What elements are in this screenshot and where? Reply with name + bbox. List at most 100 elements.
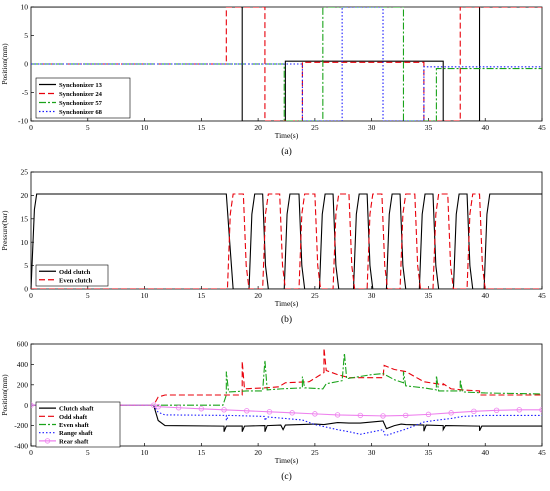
series-marker bbox=[31, 402, 34, 408]
y-tick-label: -5 bbox=[22, 88, 28, 97]
x-tick-label: 40 bbox=[481, 291, 489, 300]
x-tick-label: 20 bbox=[254, 291, 262, 300]
series-marker bbox=[539, 407, 542, 413]
y-tick-label: 0 bbox=[24, 285, 28, 294]
legend-label: Range shaft bbox=[59, 430, 93, 437]
x-tick-label: 35 bbox=[425, 448, 433, 457]
legend-marker bbox=[44, 438, 51, 444]
x-tick-label: 45 bbox=[538, 123, 546, 132]
x-tick-label: 20 bbox=[254, 123, 262, 132]
series-marker bbox=[266, 409, 273, 415]
series-marker bbox=[334, 412, 341, 418]
y-tick-label: 25 bbox=[21, 168, 29, 177]
y-tick-label: -10 bbox=[18, 117, 28, 126]
legend-label: Odd clutch bbox=[59, 269, 91, 276]
series-line-rear-shaft bbox=[31, 404, 542, 417]
legend-label: Even shaft bbox=[59, 422, 90, 429]
x-tick-label: 5 bbox=[86, 291, 90, 300]
x-tick-label: 40 bbox=[481, 123, 489, 132]
series-line-synchonizer-57 bbox=[31, 7, 542, 121]
y-tick-label: 0 bbox=[24, 401, 28, 410]
series-marker bbox=[357, 412, 364, 419]
y-tick-label: 0 bbox=[24, 60, 28, 69]
x-tick-label: 25 bbox=[311, 123, 319, 132]
series-marker bbox=[380, 413, 386, 419]
x-tick-label: 35 bbox=[425, 291, 433, 300]
legend-label: Synchonizer 24 bbox=[59, 91, 103, 98]
legend: Synchonizer 13 Synchonizer 24 Synchonizer … bbox=[35, 77, 131, 119]
series-marker bbox=[221, 407, 227, 413]
panel-label: (c) bbox=[281, 471, 292, 482]
x-tick-label: 10 bbox=[141, 448, 149, 457]
y-tick-label: -400 bbox=[14, 442, 28, 451]
series-marker bbox=[244, 408, 250, 414]
x-tick-label: 5 bbox=[86, 448, 90, 457]
legend-box bbox=[35, 77, 131, 119]
legend-label: Odd shaft bbox=[59, 414, 88, 421]
x-tick-label: 15 bbox=[198, 291, 206, 300]
series-line-synchonizer-68 bbox=[31, 7, 542, 121]
x-tick-label: 45 bbox=[538, 291, 546, 300]
x-tick-label: 0 bbox=[29, 448, 33, 457]
series-marker bbox=[312, 411, 318, 417]
legend-label: Clutch shaft bbox=[59, 406, 94, 413]
legend-label: Even clutch bbox=[59, 277, 92, 284]
series-group bbox=[31, 348, 542, 437]
series-line-even-clutch bbox=[31, 193, 542, 289]
x-tick-label: 30 bbox=[368, 448, 376, 457]
x-tick-label: 30 bbox=[368, 291, 376, 300]
series-marker bbox=[403, 412, 409, 419]
x-tick-label: 15 bbox=[198, 123, 206, 132]
x-tick-label: 35 bbox=[425, 123, 433, 132]
y-tick-label: 5 bbox=[24, 31, 28, 40]
y-tick-label: -200 bbox=[14, 421, 28, 430]
x-tick-label: 0 bbox=[29, 123, 33, 132]
series-marker bbox=[198, 406, 205, 412]
x-tick-label: 10 bbox=[141, 123, 149, 132]
y-tick-label: 400 bbox=[17, 360, 29, 369]
x-axis-label: Time(s) bbox=[275, 131, 299, 140]
legend-label: Synchonizer 68 bbox=[59, 109, 103, 116]
legend-label: Synchonizer 57 bbox=[59, 100, 103, 107]
series-marker bbox=[493, 407, 500, 413]
x-tick-label: 0 bbox=[29, 291, 33, 300]
legend-label: Synchonizer 13 bbox=[59, 82, 103, 89]
y-tick-label: 600 bbox=[17, 340, 29, 349]
y-tick-label: 200 bbox=[17, 380, 29, 389]
series-marker bbox=[425, 411, 432, 418]
plot-frame bbox=[30, 343, 543, 447]
panel-label: (b) bbox=[281, 314, 292, 325]
x-tick-label: 45 bbox=[538, 448, 546, 457]
x-tick-label: 10 bbox=[141, 291, 149, 300]
series-marker bbox=[448, 410, 454, 416]
y-axis-label: Pressure(bar) bbox=[0, 210, 9, 250]
x-tick-label: 15 bbox=[198, 448, 206, 457]
series-line-even-shaft bbox=[31, 353, 542, 406]
legend-label: Rear shaft bbox=[59, 438, 89, 445]
y-tick-label: 10 bbox=[21, 3, 29, 12]
x-tick-label: 30 bbox=[368, 123, 376, 132]
x-tick-label: 25 bbox=[311, 448, 319, 457]
series-line-synchonizer-24 bbox=[31, 7, 542, 121]
series-line-range-shaft bbox=[31, 404, 542, 437]
y-tick-label: 15 bbox=[21, 214, 29, 223]
x-tick-label: 20 bbox=[254, 448, 262, 457]
panel-c: 0 5 10 15 20 25 30 35 40 45 -400 -200 0 200 400 600 Time… bbox=[0, 340, 546, 482]
panel-label: (a) bbox=[281, 146, 292, 157]
series-marker bbox=[516, 407, 522, 413]
y-tick-label: 5 bbox=[24, 261, 28, 270]
series-group bbox=[31, 193, 542, 289]
series-marker bbox=[471, 408, 477, 415]
x-axis-label: Time(s) bbox=[275, 456, 299, 465]
x-tick-label: 25 bbox=[311, 291, 319, 300]
series-marker bbox=[175, 405, 182, 411]
series-marker bbox=[289, 410, 295, 416]
y-axis-label: Position(mm) bbox=[0, 374, 9, 416]
y-tick-label: 20 bbox=[21, 191, 29, 200]
x-axis-label: Time(s) bbox=[275, 299, 299, 308]
y-axis-label: Position(mm) bbox=[0, 43, 9, 85]
series-marker bbox=[155, 404, 161, 410]
